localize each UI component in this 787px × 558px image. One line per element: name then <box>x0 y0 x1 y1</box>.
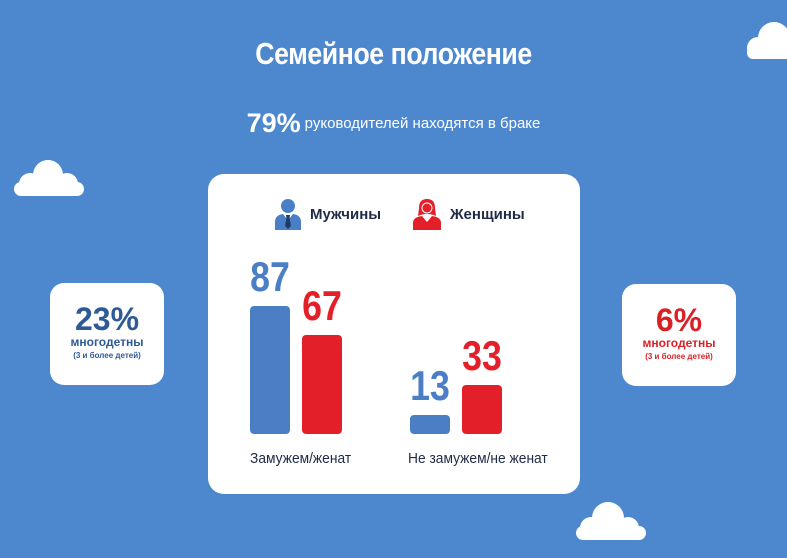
bar-women-single <box>462 385 502 434</box>
men-large-families-card: 23% многодетны (3 и более детей) <box>50 283 164 385</box>
bar-women-married <box>302 335 342 434</box>
women-large-families-label: многодетны <box>642 336 716 350</box>
category-label-married: Замужем/женат <box>250 450 352 467</box>
women-large-families-note: (3 и более детей) <box>645 352 713 361</box>
cloud-icon <box>14 160 84 196</box>
page-title: Семейное положение <box>255 36 532 71</box>
woman-icon <box>413 199 441 230</box>
marriage-stat: 79% руководителей находятся в браке <box>0 108 787 139</box>
bar-men-single <box>410 414 450 434</box>
women-large-families-value: 6% <box>655 302 703 338</box>
value-label-women-single: 33 <box>462 332 502 380</box>
man-icon <box>275 199 301 230</box>
legend-men: Мужчины <box>274 198 381 230</box>
value-label-men-married: 87 <box>250 253 290 300</box>
women-large-families-card: 6% многодетны (3 и более детей) <box>622 284 736 386</box>
legend-men-label: Мужчины <box>310 205 382 223</box>
men-large-families-value: 23% <box>74 301 140 337</box>
men-large-families-label: многодетны <box>70 335 144 349</box>
chart-panel: Мужчины Женщины 87 13 67 33 Замужем/женат Н… <box>208 174 580 494</box>
men-large-families-note: (3 и более детей) <box>73 351 141 360</box>
marriage-percent: 79% <box>246 108 301 138</box>
category-label-single: Не замужем/не женат <box>408 450 548 467</box>
marriage-text: руководителей находятся в браке <box>304 115 541 132</box>
legend-women: Женщины <box>412 198 525 230</box>
legend-women-label: Женщины <box>450 205 525 223</box>
value-label-women-married: 67 <box>302 282 342 330</box>
cloud-icon <box>576 502 646 540</box>
bar-men-married <box>250 306 290 434</box>
value-label-men-single: 13 <box>410 361 450 409</box>
cloud-icon <box>747 22 787 59</box>
